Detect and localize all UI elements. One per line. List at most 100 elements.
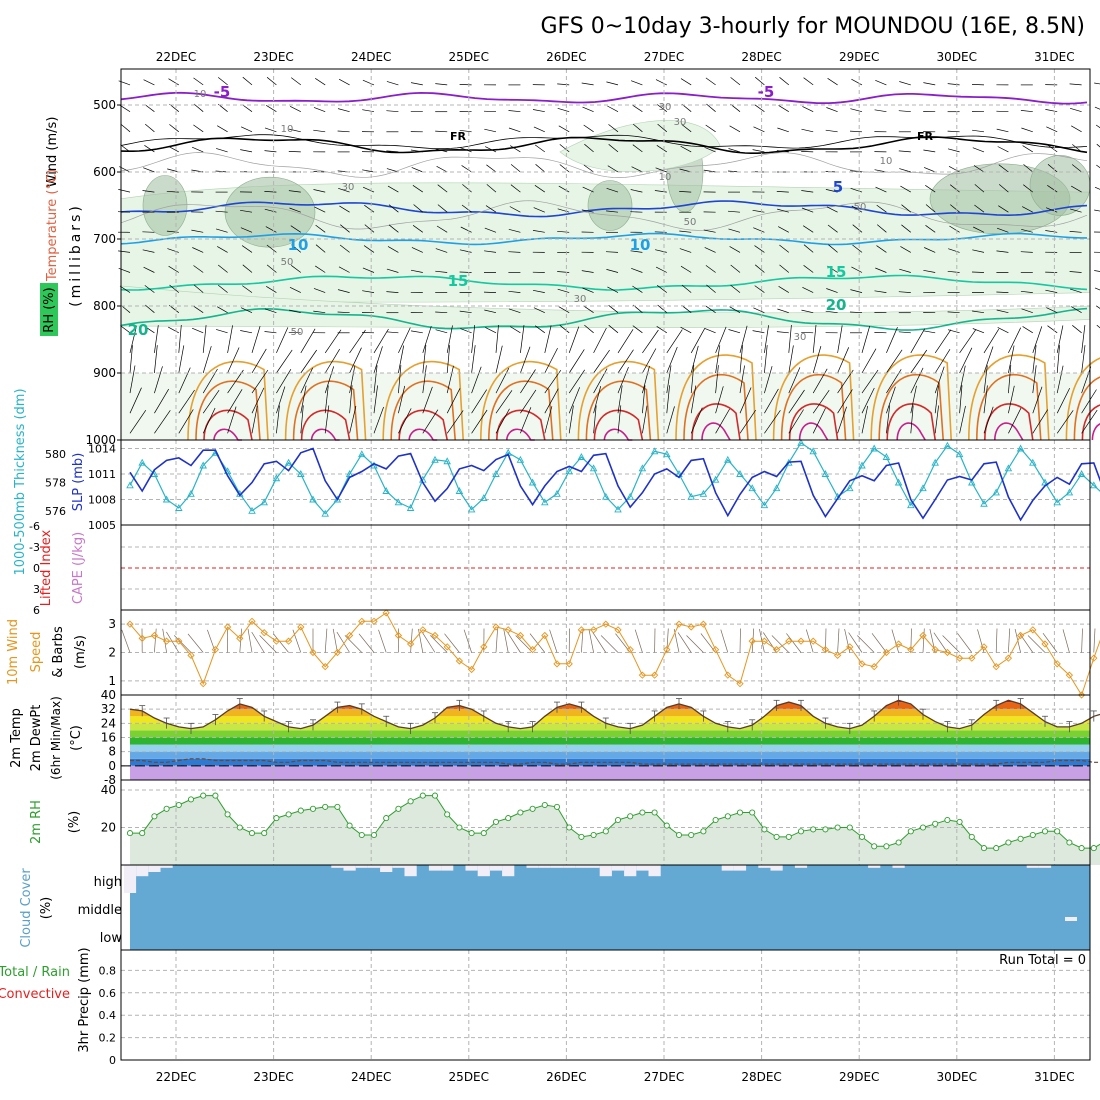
wind-barb bbox=[959, 329, 976, 354]
wind-barb bbox=[386, 150, 399, 153]
thickness-point bbox=[821, 470, 830, 477]
thickness-point bbox=[1016, 444, 1025, 452]
thickness-point bbox=[992, 488, 1000, 496]
wind-barb bbox=[227, 389, 243, 414]
surface-wind-barb bbox=[857, 635, 875, 653]
wind-barb bbox=[300, 328, 316, 354]
slp-ylabel-thick: 1000-500mb Thickness (dm) bbox=[13, 388, 28, 575]
wind-barb bbox=[386, 291, 399, 293]
surface-wind-barb bbox=[1081, 628, 1083, 653]
wind-barb bbox=[169, 305, 180, 313]
precip-grid bbox=[121, 950, 1090, 1060]
wind-barb bbox=[168, 78, 179, 86]
wind-barb bbox=[559, 164, 570, 173]
slp-grid bbox=[121, 440, 1090, 525]
thickness-point bbox=[126, 481, 134, 489]
wind-barb bbox=[412, 225, 424, 233]
wind-speed-point bbox=[370, 617, 378, 625]
wind-barb bbox=[996, 250, 1009, 253]
wind-speed-point bbox=[187, 651, 195, 659]
wind-speed-series bbox=[129, 612, 1100, 697]
wind-barb bbox=[779, 244, 790, 253]
wind-barb bbox=[508, 127, 521, 133]
wind-barb bbox=[1081, 345, 1086, 374]
wind-barb bbox=[705, 77, 716, 86]
wind-barb bbox=[276, 369, 292, 394]
wind-barb bbox=[533, 307, 545, 314]
wind-speed-point bbox=[589, 626, 598, 634]
high-cloud-bar bbox=[868, 865, 881, 868]
wind-speed-point bbox=[358, 617, 366, 625]
wind-barb bbox=[143, 167, 155, 173]
wind-barb bbox=[324, 405, 330, 434]
isotherm-5 bbox=[120, 200, 1088, 218]
wind-barb bbox=[315, 78, 326, 86]
wind-barb bbox=[559, 144, 570, 153]
wind-barb bbox=[680, 326, 692, 334]
wind-barb bbox=[947, 311, 960, 314]
isotherm-minus5 bbox=[120, 91, 1088, 105]
wind-barb bbox=[606, 210, 619, 213]
wind-barb bbox=[446, 365, 454, 394]
wind-speed-point bbox=[162, 637, 171, 645]
wind-barb bbox=[1032, 365, 1037, 394]
wind-barb bbox=[802, 106, 814, 113]
rh-point bbox=[907, 828, 914, 835]
wind-speed-point bbox=[992, 663, 1000, 671]
wind-barb bbox=[779, 264, 790, 273]
wind-barb bbox=[300, 349, 317, 374]
wind-barb bbox=[266, 105, 277, 112]
wind-speed-point bbox=[736, 680, 744, 688]
wind-speed-point bbox=[919, 631, 927, 640]
surface-wind-barb bbox=[1093, 628, 1096, 653]
wind-barb bbox=[386, 81, 399, 86]
rh-contour-label: 50 bbox=[281, 257, 294, 268]
wind-barb bbox=[656, 285, 668, 293]
wind-speed-point bbox=[248, 617, 256, 625]
wind-barb bbox=[837, 389, 853, 414]
wind-barb bbox=[837, 347, 850, 374]
wind-barb bbox=[997, 327, 1009, 334]
wind-speed-point bbox=[1041, 640, 1049, 648]
wind-barb bbox=[803, 77, 814, 86]
wind-barb bbox=[154, 410, 171, 434]
wind-barb bbox=[1020, 251, 1033, 253]
wind-barb bbox=[706, 284, 716, 293]
wind-barb bbox=[154, 366, 163, 394]
wind-barb bbox=[1071, 164, 1082, 173]
rh-point bbox=[444, 811, 451, 818]
precip-tick-label: 0.8 bbox=[99, 964, 117, 977]
thickness-point bbox=[309, 495, 317, 503]
wind-barb bbox=[143, 266, 155, 273]
wind-barb bbox=[959, 385, 963, 414]
thickness-point bbox=[772, 484, 781, 492]
wind-barb bbox=[972, 147, 985, 153]
thickness-point bbox=[199, 461, 207, 469]
precip-tick-label: 0.6 bbox=[99, 987, 117, 1000]
wind-barb bbox=[776, 331, 789, 334]
wind-barb bbox=[388, 204, 399, 213]
wind-barb bbox=[240, 209, 253, 213]
wind-barb bbox=[608, 144, 619, 153]
wind-barb bbox=[119, 285, 131, 293]
upper-ylabel-pressure: (millibars) bbox=[68, 203, 84, 307]
pressure-tick-label: 600 bbox=[93, 165, 116, 179]
wind-barb bbox=[656, 326, 667, 334]
wind-barb bbox=[349, 365, 356, 394]
wind-barb bbox=[752, 149, 765, 153]
wind-barb bbox=[983, 385, 988, 414]
wind-barb bbox=[934, 329, 952, 354]
rh-point bbox=[370, 831, 378, 839]
cape-axis-ticks: -6 -3 0 3 6 bbox=[29, 520, 40, 617]
lifted-index-tick-label: -6 bbox=[29, 520, 40, 533]
date-label-bottom: 23DEC bbox=[253, 1070, 293, 1084]
wind-barb bbox=[581, 209, 594, 213]
wind-barb bbox=[776, 191, 789, 193]
isotherm-freezing bbox=[120, 136, 1088, 154]
wind-barb bbox=[606, 269, 619, 273]
rh-point bbox=[834, 824, 841, 831]
wind-barb bbox=[459, 129, 472, 133]
rh-point bbox=[932, 820, 939, 827]
rh-point bbox=[505, 815, 512, 822]
